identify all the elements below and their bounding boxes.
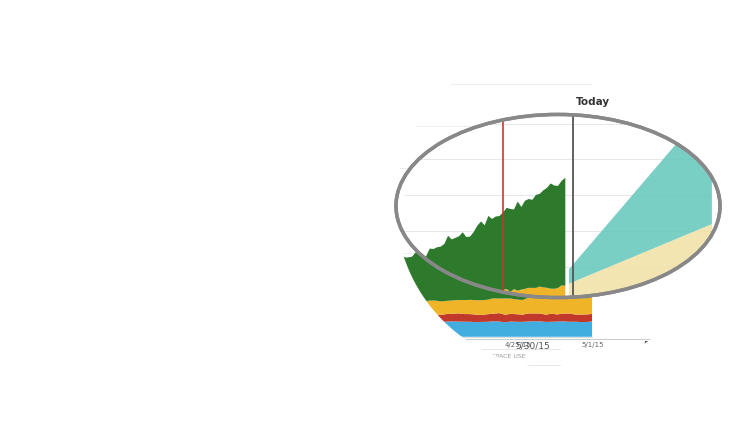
Bar (8, 8, 736, 33)
FancyBboxPatch shape (16, 224, 92, 242)
Text: 12: 12 (45, 229, 55, 237)
Text: 365 DAYS: 365 DAYS (148, 117, 185, 125)
Text: 28: 28 (22, 29, 57, 53)
Text: CURRENT USAGE: CURRENT USAGE (222, 338, 288, 344)
Text: Storage Runway: Storage Runway (18, 72, 95, 82)
Text: Existing Workload: Existing Workload (32, 247, 101, 256)
Text: View 2 Recommendations: View 2 Recommendations (60, 157, 159, 165)
Text: ⌄: ⌄ (192, 247, 199, 256)
Text: Memory Runway: Memory Runway (18, 117, 88, 125)
Text: Today: Today (577, 97, 610, 107)
Bar (12, 63, 214, 85)
Text: ▲  NAME: ▲ NAME (228, 354, 259, 360)
Text: CURRENT SPACE USE: CURRENT SPACE USE (460, 354, 526, 360)
Text: ›: › (200, 116, 204, 126)
FancyBboxPatch shape (16, 242, 205, 260)
Text: Add new nodes to the cluster will help: Add new nodes to the cluster will help (18, 192, 152, 198)
Text: days: days (52, 38, 88, 53)
Bar (8, 391, 736, 413)
FancyBboxPatch shape (94, 224, 193, 242)
Text: ›: › (200, 93, 204, 103)
Bar (8, 33, 218, 391)
Text: Live User Exclusive Data: Live User Exclusive Data (228, 370, 314, 376)
Text: Shared Data: Shared Data (228, 386, 271, 392)
Text: RECOMMENDATIONS: RECOMMENDATIONS (18, 141, 89, 147)
Text: Add New Nodes: Add New Nodes (18, 179, 98, 187)
FancyBboxPatch shape (4, 4, 740, 417)
FancyBboxPatch shape (16, 151, 205, 171)
Text: alleviate the runway problem. Estimate your: alleviate the runway problem. Estimate y… (18, 201, 174, 207)
Text: TARGET RUNWAY: TARGET RUNWAY (18, 222, 77, 228)
Text: new hardware here.: new hardware here. (18, 210, 88, 216)
Text: Months: Months (118, 229, 146, 237)
Text: CPU Runway: CPU Runway (18, 93, 71, 102)
Text: 28 DAYS: 28 DAYS (148, 72, 180, 82)
Text: ›: › (200, 70, 205, 83)
Text: ⌄: ⌄ (182, 229, 189, 237)
Circle shape (500, 94, 507, 107)
Text: 365 DAYS: 365 DAYS (148, 93, 185, 102)
